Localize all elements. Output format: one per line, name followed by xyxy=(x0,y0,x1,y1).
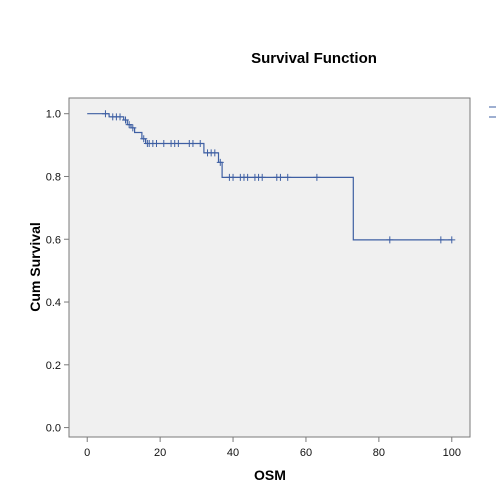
censor-mark xyxy=(386,236,394,244)
censor-mark xyxy=(152,140,160,148)
x-tick-label: 40 xyxy=(227,447,239,459)
censor-mark xyxy=(216,158,224,166)
x-tick-label: 0 xyxy=(84,447,90,459)
censor-mark xyxy=(116,113,124,121)
censor-mark xyxy=(189,140,197,148)
censor-mark xyxy=(174,140,182,148)
x-tick-label: 80 xyxy=(373,447,385,459)
censor-mark xyxy=(284,173,292,181)
censor-mark xyxy=(229,173,237,181)
y-axis-title: Cum Survival xyxy=(27,222,43,311)
y-tick-label: 0.6 xyxy=(46,234,61,246)
censor-mark xyxy=(313,173,321,181)
y-tick-label: 0.2 xyxy=(46,360,61,372)
censor-mark xyxy=(437,236,445,244)
x-tick-label: 100 xyxy=(443,447,461,459)
legend xyxy=(489,106,496,118)
x-tick-label: 60 xyxy=(300,447,312,459)
y-tick-label: 0.0 xyxy=(46,423,61,435)
y-axis: 0.0 0.2 0.4 0.6 0.8 1.0 xyxy=(46,109,69,435)
plot-area xyxy=(68,97,471,438)
censor-mark xyxy=(129,124,137,132)
censor-mark xyxy=(448,236,456,244)
survival-curve xyxy=(87,113,452,241)
x-axis: 0 20 40 60 80 100 xyxy=(84,437,461,459)
censor-mark xyxy=(160,140,168,148)
censor-mark xyxy=(101,110,109,118)
y-tick-label: 1.0 xyxy=(46,109,61,121)
censor-mark xyxy=(196,140,204,148)
y-tick-label: 0.4 xyxy=(46,297,61,309)
censor-mark xyxy=(125,121,133,129)
censor-mark xyxy=(276,173,284,181)
censor-mark xyxy=(122,116,130,124)
censor-mark xyxy=(140,135,148,143)
censor-mark xyxy=(244,173,252,181)
x-axis-title: OSM xyxy=(254,467,286,483)
y-tick-label: 0.8 xyxy=(46,171,61,183)
x-tick-label: 20 xyxy=(154,447,166,459)
censor-mark xyxy=(258,173,266,181)
censor-marks xyxy=(101,110,456,244)
censor-mark xyxy=(211,149,219,157)
chart-title: Survival Function xyxy=(251,50,377,67)
